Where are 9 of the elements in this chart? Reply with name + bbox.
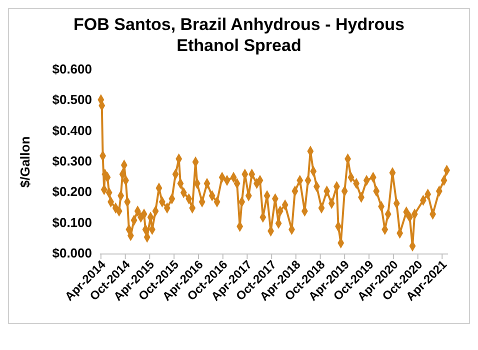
y-tick-label: $0.400 [52, 122, 92, 138]
y-tick-label: $0.100 [52, 214, 92, 230]
y-tick-label: $0.600 [52, 61, 92, 76]
y-tick-label: $0.200 [52, 184, 92, 200]
y-tick-label: $0.300 [52, 153, 92, 168]
y-axis-title: $/Gallon [17, 136, 32, 188]
chart-title: FOB Santos, Brazil Anhydrous - Hydrous Ethanol Spread [74, 15, 404, 55]
y-tick-label: $0.500 [52, 92, 92, 108]
y-tick-label: $0.000 [52, 245, 92, 260]
